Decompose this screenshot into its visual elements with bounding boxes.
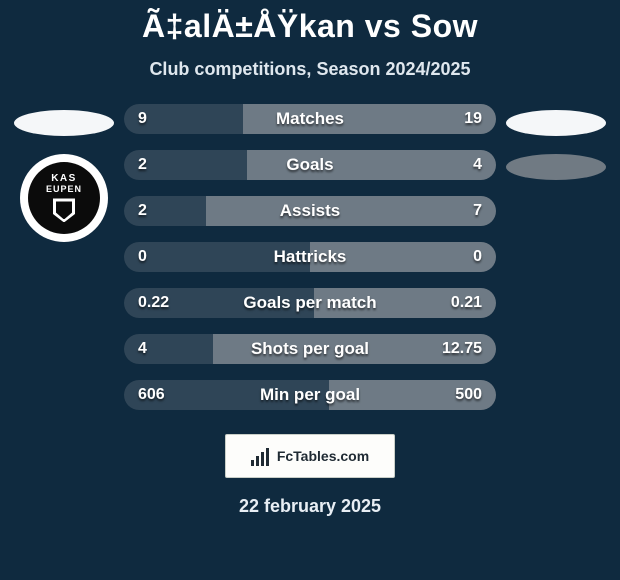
right-club-badge <box>506 154 606 180</box>
left-player-column: KAS EUPEN <box>8 104 120 242</box>
stat-value-right: 4 <box>473 156 482 174</box>
stat-value-left: 0.22 <box>138 294 169 312</box>
footer-date: 22 february 2025 <box>0 496 620 517</box>
stat-row: 2 Goals 4 <box>124 150 496 180</box>
right-player-column <box>500 104 612 180</box>
stat-row: 2 Assists 7 <box>124 196 496 226</box>
stat-row: 4 Shots per goal 12.75 <box>124 334 496 364</box>
eupen-badge-inner: KAS EUPEN <box>28 162 100 234</box>
stat-label: Assists <box>280 201 340 221</box>
left-player-flag <box>14 110 114 136</box>
page-title: Ã‡alÄ±ÅŸkan vs Sow <box>0 0 620 45</box>
brand-badge: FcTables.com <box>225 434 395 478</box>
stat-value-right: 7 <box>473 202 482 220</box>
page-subtitle: Club competitions, Season 2024/2025 <box>0 59 620 80</box>
stat-row: 0.22 Goals per match 0.21 <box>124 288 496 318</box>
stat-label: Matches <box>276 109 344 129</box>
stat-value-right: 500 <box>455 386 482 404</box>
stat-value-left: 2 <box>138 202 147 220</box>
stat-label: Min per goal <box>260 385 360 405</box>
stat-value-right: 19 <box>464 110 482 128</box>
comparison-panel: KAS EUPEN 9 Matches 19 2 Goals 4 2 Assists 7 0 Hat… <box>0 104 620 410</box>
stat-label: Goals per match <box>243 293 376 313</box>
badge-text-top: KAS <box>51 174 77 184</box>
stat-value-left: 9 <box>138 110 147 128</box>
stat-value-left: 0 <box>138 248 147 266</box>
stat-value-right: 0 <box>473 248 482 266</box>
stat-value-left: 2 <box>138 156 147 174</box>
brand-text: FcTables.com <box>277 448 369 464</box>
stat-value-left: 4 <box>138 340 147 358</box>
stat-value-right: 0.21 <box>451 294 482 312</box>
stat-value-right: 12.75 <box>442 340 482 358</box>
right-player-flag <box>506 110 606 136</box>
stat-row: 606 Min per goal 500 <box>124 380 496 410</box>
fctables-logo-icon <box>251 446 271 466</box>
stat-row: 9 Matches 19 <box>124 104 496 134</box>
stat-row: 0 Hattricks 0 <box>124 242 496 272</box>
left-club-badge: KAS EUPEN <box>20 154 108 242</box>
stat-label: Hattricks <box>274 247 347 267</box>
stat-value-left: 606 <box>138 386 165 404</box>
badge-text-mid: EUPEN <box>46 185 82 195</box>
comparison-bars: 9 Matches 19 2 Goals 4 2 Assists 7 0 Hattricks 0 0.2… <box>120 104 500 410</box>
shield-icon <box>53 198 75 222</box>
stat-label: Shots per goal <box>251 339 369 359</box>
stat-label: Goals <box>286 155 333 175</box>
